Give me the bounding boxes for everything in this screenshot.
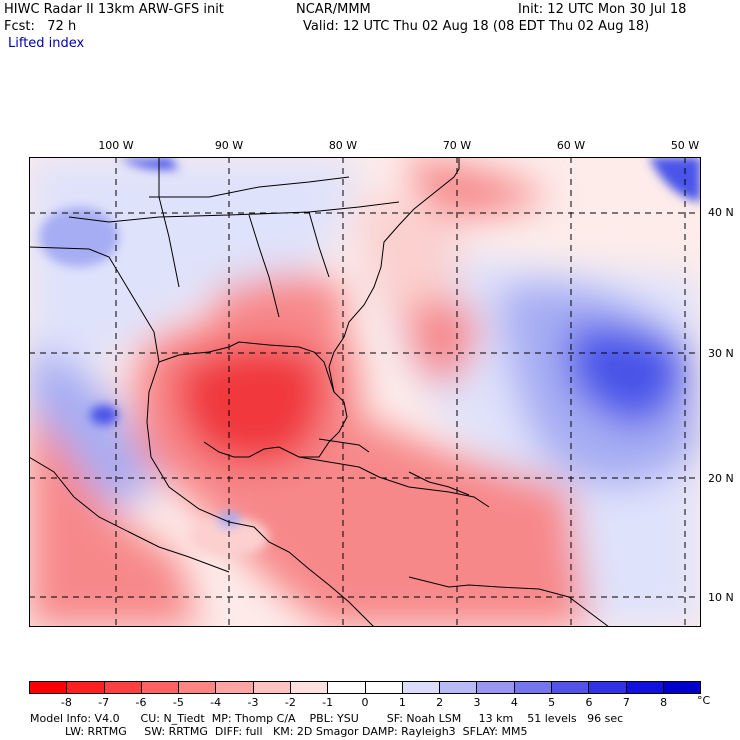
colorbar-tick-label: 6 [585,696,593,709]
colorbar-swatch [514,682,552,693]
colorbar-unit: °C [697,694,711,707]
lon-label-80w: 80 W [328,139,358,152]
colorbar-swatch [67,682,105,693]
colorbar-tick-label: 7 [622,696,630,709]
field-name: Lifted index [8,36,85,51]
lat-label-40n: 40 N [708,206,734,219]
valid-time: Valid: 12 UTC Thu 02 Aug 18 (08 EDT Thu … [303,19,650,34]
map-canvas [29,157,701,627]
colorbar-swatch [477,682,515,693]
colorbar-swatch [440,682,478,693]
lat-label-20n: 20 N [708,472,734,485]
colorbar-tick-label: 8 [660,696,668,709]
model-title: HIWC Radar II 13km ARW-GFS init [4,2,224,17]
colorbar-tick-label: 3 [473,696,481,709]
colorbar-swatch [551,682,590,693]
colorbar-swatch [402,682,441,693]
init-time: Init: 12 UTC Mon 30 Jul 18 [518,2,687,17]
lat-lon-grid [29,157,701,627]
colorbar-swatch [141,682,180,693]
colorbar-tick-label: -7 [98,696,110,709]
colorbar-swatch [663,682,701,693]
colorbar-tick-label: 4 [510,696,518,709]
colorbar-tick-label: 1 [398,696,406,709]
colorbar-tick-label: 2 [436,696,444,709]
colorbar-swatch [30,682,68,693]
lat-label-30n: 30 N [708,347,734,360]
colorbar-swatch [179,682,217,693]
lifted-index-map [29,157,701,627]
lon-label-90w: 90 W [214,139,244,152]
colorbar-tick-label: -3 [247,696,259,709]
colorbar-swatch [589,682,627,693]
colorbar-swatch [104,682,142,693]
colorbar-swatch [216,682,254,693]
footer-physics-info: LW: RRTMG SW: RRTMG DIFF: full KM: 2D Sm… [30,725,528,738]
lon-label-70w: 70 W [442,139,472,152]
colorbar-swatch [328,682,366,693]
colorbar-tick-label: -4 [210,696,222,709]
footer-model-info: Model Info: V4.0 CU: N_Tiedt MP: Thomp C… [30,712,624,725]
colorbar-tick-label: -6 [135,696,147,709]
field-detail [39,157,701,557]
colorbar-tick-label: 0 [361,696,369,709]
lat-label-10n: 10 N [708,591,734,604]
source-label: NCAR/MMM [296,2,371,17]
colorbar-tick-label: 5 [548,696,556,709]
colorbar-swatch [365,682,403,693]
lon-label-100w: 100 W [98,139,134,152]
colorbar-tick-label: -8 [60,696,72,709]
colorbar [29,681,701,694]
lon-label-60w: 60 W [556,139,586,152]
colorbar-tick-label: -1 [322,696,334,709]
forecast-hour: Fcst: 72 h [4,19,77,34]
lon-label-50w: 50 W [670,139,700,152]
colorbar-swatch [626,682,664,693]
colorbar-swatch [290,682,329,693]
colorbar-swatch [253,682,291,693]
colorbar-tick-label: -2 [284,696,296,709]
coastlines-borders [29,157,610,627]
colorbar-tick-label: -5 [172,696,184,709]
